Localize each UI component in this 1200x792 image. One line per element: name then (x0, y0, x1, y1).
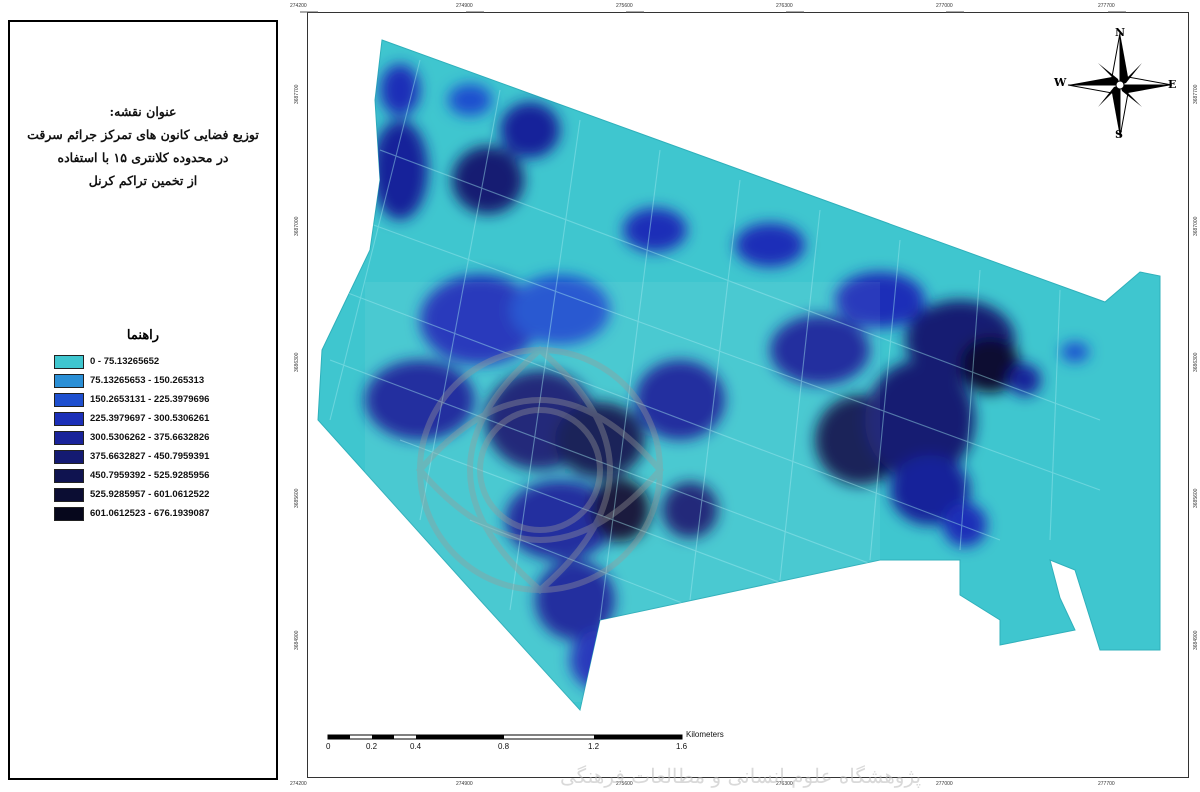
coord-bottom-6: 277700 (1098, 781, 1115, 787)
compass-e-label: E (1168, 78, 1177, 91)
map-title-heading: عنوان نقشه: (109, 104, 177, 119)
legend-swatch (54, 430, 84, 445)
legend-row: 525.9285957 - 601.0612522 (54, 485, 209, 504)
legend-label: 525.9285957 - 601.0612522 (90, 489, 210, 500)
scale-tick-0: 0 (326, 742, 331, 751)
legend-row: 450.7959392 - 525.9285956 (54, 466, 209, 485)
compass-w-label: W (1054, 76, 1067, 89)
legend-row: 225.3979697 - 300.5306261 (54, 409, 209, 428)
coord-bottom-2: 274900 (456, 781, 473, 787)
legend-swatch (54, 354, 84, 369)
coord-right-2: 3687000 (1193, 216, 1199, 236)
legend-label: 300.5306262 - 375.6632826 (90, 432, 210, 443)
coord-top-2: 274900 (456, 3, 473, 9)
scale-unit: Kilometers (686, 730, 724, 739)
legend-swatch (54, 468, 84, 483)
coord-left-1: 3687700 (294, 84, 300, 104)
coord-left-5: 3684900 (294, 630, 300, 650)
coord-top-4: 276300 (776, 3, 793, 9)
coord-right-4: 3685600 (1193, 488, 1199, 508)
coord-top-3: 275600 (616, 3, 633, 9)
coord-left-3: 3686300 (294, 352, 300, 372)
coord-right-1: 3687700 (1193, 84, 1199, 104)
map-title-block: عنوان نقشه: توزیع فضایی کانون های تمرکز … (16, 100, 270, 192)
street-grid (329, 59, 1101, 621)
legend-swatch (54, 411, 84, 426)
compass-n-label: N (1115, 26, 1126, 39)
scale-bar (327, 734, 683, 740)
legend-label: 450.7959392 - 525.9285956 (90, 470, 210, 481)
watermark-emblem (416, 346, 664, 594)
watermark-text: پژوهشگاه علوم انسانی و مطالعات فرهنگی (560, 764, 922, 788)
legend-swatch (54, 392, 84, 407)
map-title-line3: از تخمین تراکم کرنل (88, 173, 198, 188)
coord-top-5: 277000 (936, 3, 953, 9)
legend-label: 225.3979697 - 300.5306261 (90, 413, 210, 424)
legend-row: 375.6632827 - 450.7959391 (54, 447, 209, 466)
coord-bottom-4: 276300 (776, 781, 793, 787)
legend-row: 150.2653131 - 225.3979696 (54, 390, 209, 409)
map-title-line2: در محدوده کلانتری ۱۵ با استفاده (57, 150, 229, 165)
coord-top-1: 274200 (290, 3, 307, 9)
legend-swatch (54, 449, 84, 464)
map-title-line1: توزیع فضایی کانون های تمرکز جرائم سرقت (27, 127, 259, 142)
legend-label: 601.0612523 - 676.1939087 (90, 508, 210, 519)
coord-right-5: 3684900 (1193, 630, 1199, 650)
legend-label: 150.2653131 - 225.3979696 (90, 394, 210, 405)
legend-row: 601.0612523 - 676.1939087 (54, 504, 209, 523)
legend-panel: عنوان نقشه: توزیع فضایی کانون های تمرکز … (8, 20, 278, 780)
legend-row: 0 - 75.13265652 (54, 352, 209, 371)
north-arrow (1067, 32, 1173, 138)
legend-title: راهنما (126, 328, 160, 343)
legend-row: 75.13265653 - 150.265313 (54, 371, 209, 390)
scale-tick-0-8: 0.8 (498, 742, 510, 751)
legend-swatch (54, 487, 84, 502)
compass-s-label: S (1115, 128, 1123, 141)
coord-left-2: 3687000 (294, 216, 300, 236)
legend-label: 75.13265653 - 150.265313 (90, 375, 205, 386)
scale-tick-0-4: 0.4 (410, 742, 422, 751)
legend-list: 0 - 75.13265652 75.13265653 - 150.265313 1… (54, 352, 209, 523)
coord-bottom-3: 275600 (616, 781, 633, 787)
coord-left-4: 3685600 (294, 488, 300, 508)
legend-label: 0 - 75.13265652 (90, 356, 160, 367)
legend-label: 375.6632827 - 450.7959391 (90, 451, 210, 462)
legend-swatch (54, 373, 84, 388)
coord-right-3: 3686300 (1193, 352, 1199, 372)
coord-top-6: 277700 (1098, 3, 1115, 9)
legend-row: 300.5306262 - 375.6632826 (54, 428, 209, 447)
scale-tick-1-2: 1.2 (588, 742, 600, 751)
coord-bottom-5: 277000 (936, 781, 953, 787)
legend-swatch (54, 506, 84, 521)
coord-bottom-1: 274200 (290, 781, 307, 787)
scale-tick-0-2: 0.2 (366, 742, 378, 751)
scale-tick-1-6: 1.6 (676, 742, 688, 751)
